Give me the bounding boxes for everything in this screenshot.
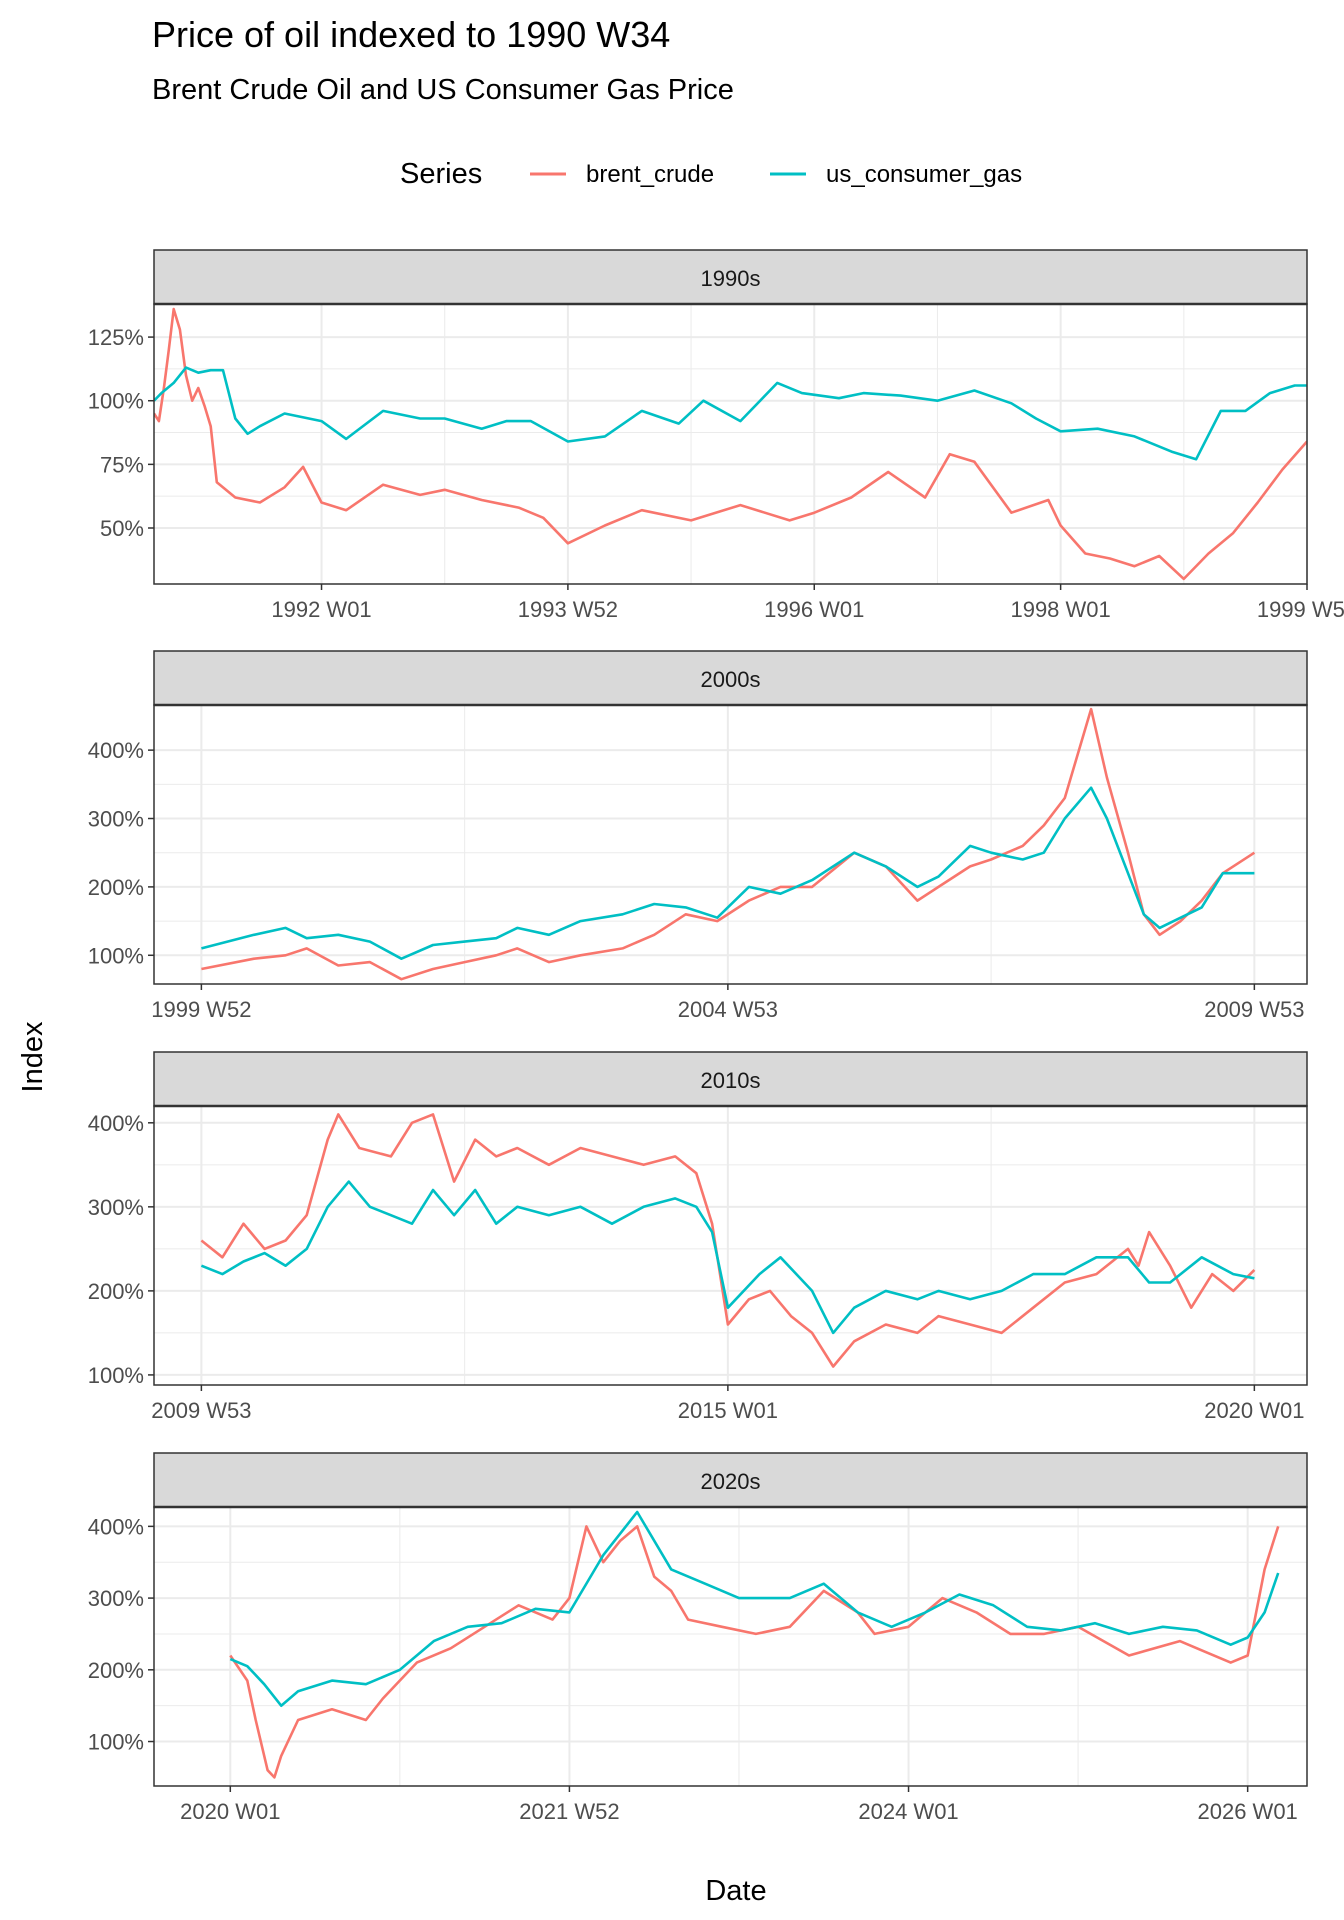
- facet-strip-label: 2020s: [701, 1469, 761, 1494]
- x-tick-label: 1998 W01: [1010, 597, 1110, 622]
- y-tick-label: 300%: [88, 1586, 144, 1611]
- y-tick-label: 100%: [88, 1363, 144, 1388]
- y-tick-label: 300%: [88, 1195, 144, 1220]
- facet-2010s: 100% 200% 300% 400% 2009 W53 2015 W01 2020 W01…: [88, 1051, 1308, 1423]
- series-line-us-consumer-gas: [154, 366, 1307, 461]
- legend-label-brent-crude: brent_crude: [586, 161, 714, 188]
- x-tick-label: 2009 W53: [151, 1398, 251, 1423]
- x-tick-label: 1996 W01: [764, 597, 864, 622]
- y-tick-label: 100%: [88, 389, 144, 414]
- panel-background: [154, 1507, 1307, 1786]
- panel-background: [154, 304, 1307, 584]
- facet-strip: [153, 1051, 1308, 1107]
- facet-2020s: 100% 200% 300% 400% 2020 W01 2021 W52 2024 W01…: [88, 1452, 1308, 1824]
- x-tick-label: 2021 W52: [519, 1799, 619, 1824]
- panel-background: [154, 705, 1307, 984]
- y-tick-label: 125%: [88, 325, 144, 350]
- y-tick-label: 200%: [88, 1658, 144, 1683]
- x-tick-label: 2020 W01: [180, 1799, 280, 1824]
- y-tick-label: 400%: [88, 1514, 144, 1539]
- chart-title: Price of oil indexed to 1990 W34: [152, 14, 671, 55]
- y-tick-label: 100%: [88, 1730, 144, 1755]
- series-line-us-consumer-gas: [229, 1510, 1280, 1707]
- facet-panels: 50% 75% 100% 125% 1992 W01 1993 W52 1996 W01 19…: [88, 249, 1344, 1824]
- chart-subtitle: Brent Crude Oil and US Consumer Gas Pric…: [152, 74, 734, 106]
- x-axis-title: Date: [705, 1875, 766, 1907]
- legend-label-us-consumer-gas: us_consumer_gas: [826, 161, 1022, 188]
- series-line-brent-crude: [229, 1525, 1280, 1779]
- legend-title: Series: [400, 158, 482, 190]
- facet-strip-label: 2000s: [701, 667, 761, 692]
- y-axis-title: Index: [17, 1021, 49, 1092]
- x-tick-label: 2004 W53: [678, 997, 778, 1022]
- y-tick-label: 400%: [88, 1111, 144, 1136]
- x-tick-label: 2009 W53: [1204, 997, 1304, 1022]
- x-tick-label: 2026 W01: [1198, 1799, 1298, 1824]
- facet-1990s: 50% 75% 100% 125% 1992 W01 1993 W52 1996 W01 19…: [88, 249, 1344, 622]
- y-tick-label: 100%: [88, 943, 144, 968]
- y-tick-label: 200%: [88, 875, 144, 900]
- y-tick-label: 75%: [100, 452, 144, 477]
- series-line-us-consumer-gas: [200, 1180, 1255, 1335]
- facet-strip: [153, 1452, 1308, 1508]
- y-tick-label: 200%: [88, 1279, 144, 1304]
- x-tick-label: 1993 W52: [518, 597, 618, 622]
- facet-2000s: 100% 200% 300% 400% 1999 W52 2004 W53 2009 W53…: [88, 650, 1308, 1022]
- x-tick-label: 2015 W01: [678, 1398, 778, 1423]
- x-tick-label: 1999 W52: [1257, 597, 1344, 622]
- series-line-brent-crude: [154, 307, 1307, 581]
- x-tick-label: 2020 W01: [1204, 1398, 1304, 1423]
- x-tick-label: 1999 W52: [151, 997, 251, 1022]
- y-tick-label: 50%: [100, 516, 144, 541]
- y-tick-label: 400%: [88, 738, 144, 763]
- y-tick-label: 300%: [88, 807, 144, 832]
- series-line-us-consumer-gas: [201, 786, 1255, 961]
- panel-background: [154, 1106, 1307, 1385]
- legend: Series brent_crude us_consumer_gas: [400, 158, 1022, 190]
- x-tick-label: 2024 W01: [858, 1799, 958, 1824]
- facet-strip: [153, 249, 1308, 305]
- facet-strip-label: 2010s: [701, 1068, 761, 1093]
- facet-strip-label: 1990s: [701, 266, 761, 291]
- x-tick-label: 1992 W01: [271, 597, 371, 622]
